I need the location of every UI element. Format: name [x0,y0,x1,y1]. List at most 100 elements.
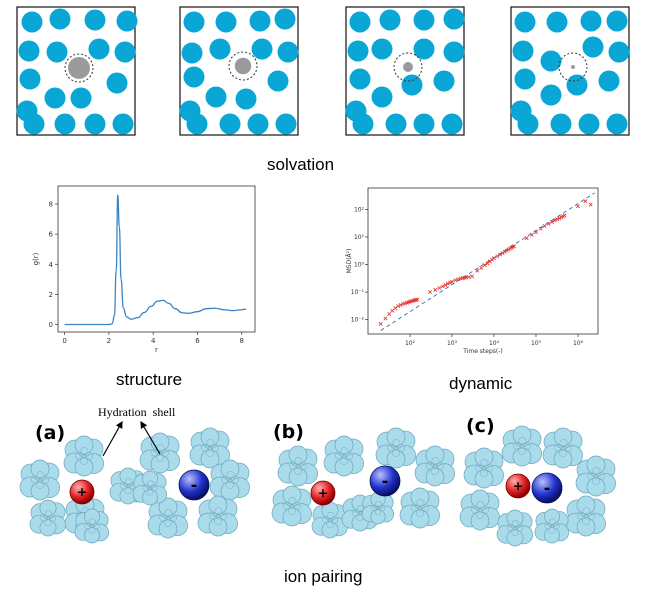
solute-particle [403,62,413,72]
y-tick-label: 10⁻² [351,317,365,324]
solvent-molecule [443,41,465,63]
anion: - [178,469,210,501]
solvent-molecule [21,11,43,33]
anion: - [531,472,563,504]
solvent-molecule [84,113,106,135]
solvent-molecule [249,10,271,32]
solvation-shell-ring [64,53,94,83]
msd-chart: 10² 10³ 10⁴ 10⁵ 10⁶ 10⁻² 10⁻¹ 10⁰ 10¹ 10² Time ste… [346,187,599,355]
solvent-molecule [413,113,435,135]
solvent-molecule [608,41,630,63]
msd-point [542,224,547,228]
cation-sign: + [77,484,88,499]
water-cluster [139,432,180,474]
msd-point [445,281,450,286]
plot-frame [367,187,599,335]
water-cluster [197,495,238,537]
y-tick-label: 10⁰ [354,262,365,269]
solvent-molecule [219,113,241,135]
solvent-molecule [517,113,539,135]
msd-point [498,252,503,257]
water-cluster [277,445,318,487]
msd-point [475,268,480,273]
y-tick-label: 10² [354,206,365,213]
water-cluster [501,425,542,467]
solvation-panel [179,6,299,136]
solvent-molecule [275,113,297,135]
y-tick-label: 6 [49,231,54,239]
msd-point [437,286,442,291]
solvent-molecule [580,10,602,32]
solvent-molecule [19,68,41,90]
cation: + [310,480,336,506]
panel-label-b: (b) [273,421,304,443]
water-cluster [459,489,500,531]
ion-pairing-caption: ion pairing [284,567,363,586]
msd-point [557,216,562,221]
solvent-molecule [550,113,572,135]
solvent-molecule [540,84,562,106]
x-axis-label: Time steps(-) [462,348,503,355]
solvent-molecule [183,11,205,33]
msd-point [555,217,560,222]
solvent-molecule [88,38,110,60]
water-cluster [147,497,188,539]
water-cluster [565,495,606,537]
x-tick-label: 10² [405,340,416,347]
solvent-molecule [116,10,138,32]
x-tick-label: 8 [239,337,243,345]
water-cluster [323,435,364,477]
plot-frame [57,185,256,333]
msd-point [546,221,551,226]
solvent-molecule [598,70,620,92]
msd-point [552,218,557,223]
water-cluster [463,447,504,489]
cation: + [505,473,531,499]
solvation-shell-ring [393,52,423,82]
x-tick-label: 10⁴ [489,340,500,347]
msd-point [575,204,580,209]
solvent-molecule [371,86,393,108]
msd-point [440,284,445,289]
solvent-molecule [413,38,435,60]
solute-particle [68,57,90,79]
solvent-molecule [267,70,289,92]
msd-point [502,249,507,254]
water-cluster [542,427,583,469]
solvent-molecule [349,11,371,33]
solvent-molecule [277,41,299,63]
msd-point [491,256,496,261]
msd-point [538,226,543,231]
y-axis-label: g(r) [32,252,40,265]
solvent-molecule [582,36,604,58]
solvent-molecule [566,74,588,96]
solvent-molecule [413,9,435,31]
msd-point [428,290,433,295]
msd-point [450,279,454,284]
msd-point [433,287,438,292]
solvent-molecule [401,74,423,96]
msd-point [387,311,392,316]
solvent-molecule [183,66,205,88]
y-tick-label: 8 [49,201,53,209]
water-cluster [189,427,230,469]
solvent-molecule [84,9,106,31]
solvent-molecule [112,113,134,135]
solvation-caption: solvation [267,155,335,174]
solvation-shell-ring [228,51,258,81]
water-cluster [19,459,60,501]
y-tick-label: 10⁻¹ [351,289,365,296]
solvent-molecule [606,113,628,135]
msd-point [396,304,401,309]
x-tick-label: 10⁶ [573,340,584,347]
msd-point [562,213,567,218]
water-cluster [361,491,395,525]
solvent-molecule [106,72,128,94]
x-tick-label: 4 [151,337,156,345]
solvent-molecule [379,9,401,31]
solvation-panels [16,6,630,136]
msd-point [500,251,505,256]
msd-point [479,265,484,270]
cation-sign: + [513,478,524,493]
solvent-molecule [352,113,374,135]
